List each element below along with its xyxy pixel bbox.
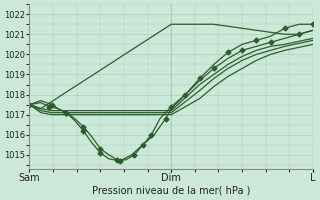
X-axis label: Pression niveau de la mer( hPa ): Pression niveau de la mer( hPa ) bbox=[92, 186, 251, 196]
